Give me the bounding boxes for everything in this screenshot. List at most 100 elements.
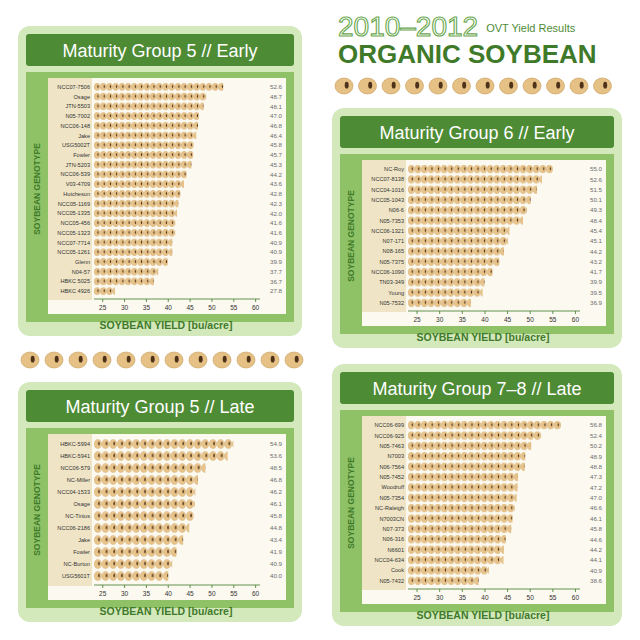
bar [408,196,531,204]
bars [94,83,223,295]
data-label: 45.8 [270,512,283,519]
data-label: 44.2 [590,248,603,255]
bar [408,227,509,235]
category-label: N08-165 [383,248,404,254]
bean-icon [453,78,471,94]
panel-title-bar [26,34,294,66]
x-tick [462,311,463,314]
bar [94,268,158,276]
category-label: N06-7564 [379,464,404,470]
label-strip [362,160,406,312]
category-label: JTN-5203 [65,162,90,168]
bar [94,277,154,285]
panel: Maturity Group 6 // EarlySOYBEAN GENOTYP… [332,108,622,348]
category-label: Hutcheson [63,191,90,197]
bar [94,151,193,159]
panel: Maturity Group 5 // EarlySOYBEAN GENOTYP… [18,26,302,336]
category-label: NCC06-699 [374,422,404,428]
data-label: 41.6 [270,229,283,236]
bar [408,483,518,492]
category-label: N07-373 [383,526,404,532]
data-label: 52.4 [590,432,603,439]
plot-background [362,160,606,326]
x-axis-title: SOYBEAN YIELD [bu/acre] [417,331,550,343]
category-label: N06-6 [389,207,404,213]
bean-icon [45,352,63,368]
data-label: 39.5 [590,289,603,296]
bean-hilum [79,356,83,363]
x-tick [255,299,256,302]
category-label: NC-Tinius [65,513,90,519]
panel-title-bar [340,116,614,148]
label-strip [362,416,406,590]
category-label: Glenn [75,259,90,265]
bean-hilum [31,356,35,363]
panel-title: Maturity Group 5 // Late [65,397,254,417]
bean-icon [117,352,135,368]
category-label: USG5601T [62,573,91,579]
x-tick-label: 35 [459,316,467,323]
bean-hilum [199,356,203,363]
x-tick-label: 45 [186,304,194,311]
x-tick [168,299,169,302]
plot-background [48,78,286,314]
data-label: 44.8 [270,524,283,531]
data-label: 48.1 [270,103,283,110]
category-label: NCC05-1169 [58,201,90,207]
bean-icon [141,352,159,368]
bar [408,494,517,503]
x-tick [146,299,147,302]
category-label: N7003CN [379,516,404,522]
data-label: 40.9 [270,560,283,567]
bean-hilum [295,356,299,363]
data-label: 39.9 [590,278,603,285]
bean-body [21,352,39,368]
bar [94,102,204,110]
panel-background [332,364,622,626]
bean-icon [429,78,447,94]
category-label: N05-7375 [379,259,404,265]
bar [94,439,233,449]
data-label: 44.1 [590,556,603,563]
category-label: NCC06-579 [60,465,90,471]
bar [408,535,506,544]
bar [94,463,205,473]
x-tick [507,589,508,592]
bar [408,185,537,193]
x-tick [102,585,103,588]
bar [408,504,515,513]
panel-title-bar [340,372,614,404]
bar [408,545,504,554]
panel-title: Maturity Group 7–8 // Late [372,379,581,399]
category-label: NCC06-925 [374,433,404,439]
header-title: ORGANIC SOYBEAN [338,39,597,69]
data-label: 49.3 [590,206,603,213]
bean-icon [261,352,279,368]
bar [408,216,523,224]
category-label: Jake [78,133,90,139]
data-label: 48.9 [590,453,603,460]
category-label: NCC05-456 [60,220,90,226]
bar [408,268,493,276]
plot-frame [340,410,614,612]
bean-hilum [175,356,179,363]
bean-icon [382,78,400,94]
category-label: N05-7353 [379,218,404,224]
bean-hilum [462,82,466,89]
category-label: N04-57 [72,269,90,275]
bar [408,257,499,265]
y-axis-title: SOYBEAN GENOTYPE [32,464,42,556]
category-label: NCC07-8138 [371,176,404,182]
x-tick [507,311,508,314]
plot-background [362,416,606,604]
data-label: 46.6 [590,504,603,511]
category-label: NCC06-148 [60,123,90,129]
bar [94,141,194,149]
x-tick [190,299,191,302]
bar [408,442,531,451]
bean-hilum [392,82,396,89]
category-label: NCC04-1016 [371,187,404,193]
data-label: 38.6 [590,577,603,584]
bean-icon [69,352,87,368]
bar [94,239,172,247]
